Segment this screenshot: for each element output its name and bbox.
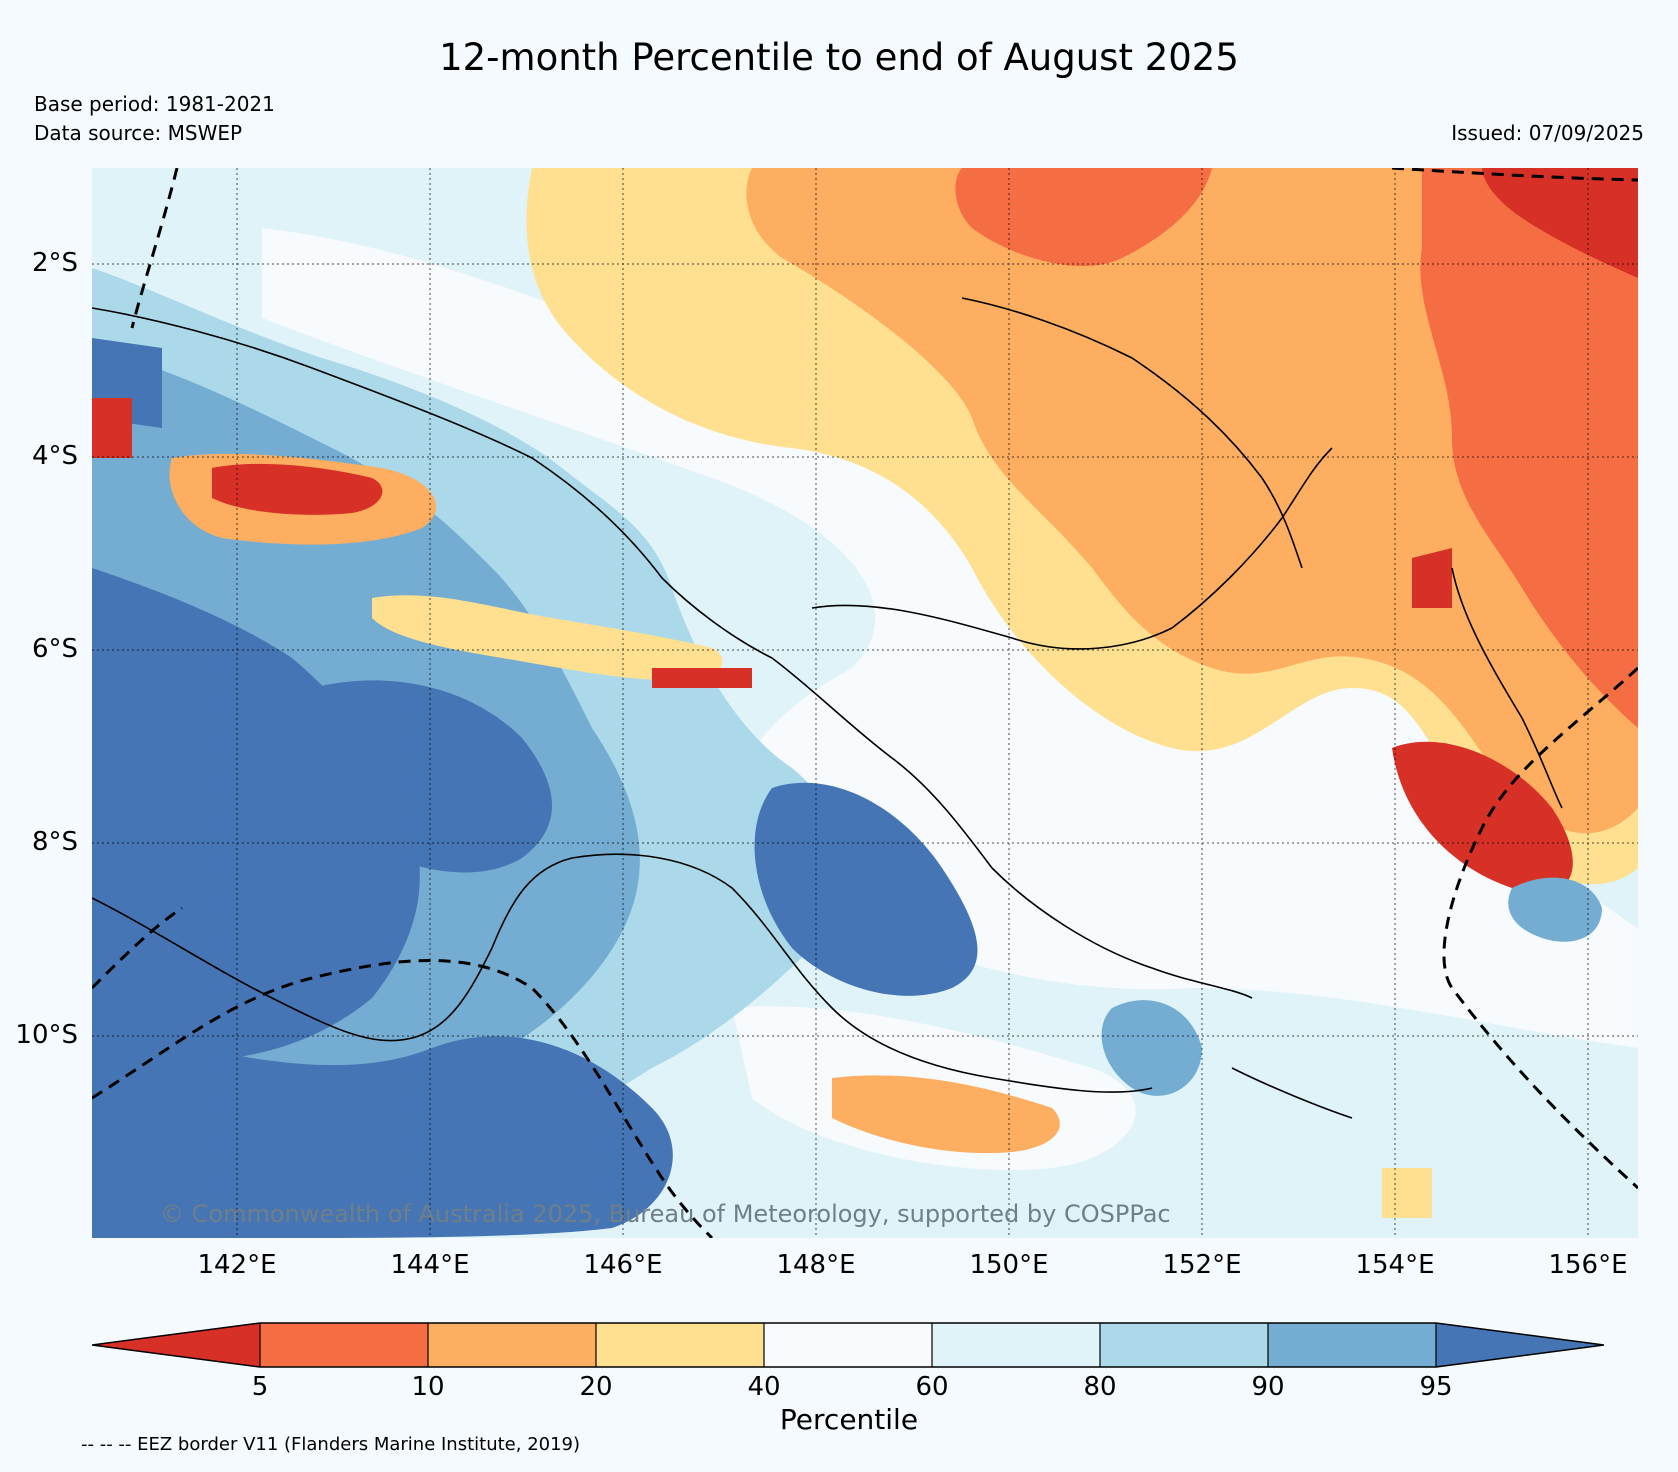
eez-border [92, 168, 1638, 1238]
cbar-segment-10-20 [428, 1323, 596, 1367]
cbar-dividers [259, 1323, 1437, 1367]
region-above-95-south [92, 1028, 673, 1238]
lat-label-6s: 6°S [31, 634, 78, 664]
cbar-segment-80-90 [1100, 1323, 1268, 1367]
lat-label-2s: 2°S [31, 248, 78, 278]
region-20-40-islands [1382, 1168, 1432, 1218]
cbar-tick-95: 95 [1419, 1372, 1453, 1402]
region-below-5-bougainville [1392, 741, 1573, 894]
region-below-5-sepik [212, 463, 383, 515]
lon-label-150e: 150°E [969, 1250, 1049, 1280]
region-90-95-east [1101, 1000, 1202, 1096]
region-below-5-spot [1412, 548, 1452, 608]
lat-label-10s: 10°S [15, 1020, 78, 1050]
lon-label-154e: 154°E [1355, 1250, 1435, 1280]
lon-label-156e: 156°E [1548, 1250, 1628, 1280]
lat-label-4s: 4°S [31, 441, 78, 471]
region-above-95-highlands [302, 680, 552, 873]
cbar-segment-gt95 [1436, 1323, 1604, 1367]
region-5-10-east [1420, 168, 1638, 728]
eez-note: -- -- -- EEZ border V11 (Flanders Marine… [81, 1434, 581, 1455]
cbar-tick-20: 20 [579, 1372, 613, 1402]
colorbar [92, 1322, 1604, 1368]
coastlines [92, 297, 1563, 1119]
cbar-tick-10: 10 [411, 1372, 445, 1402]
cbar-outline [92, 1322, 1604, 1368]
data-source-text: Data source: MSWEP [34, 121, 243, 145]
cbar-segment-lt5 [92, 1323, 260, 1367]
region-below-5-ridge [652, 668, 752, 688]
lon-label-146e: 146°E [583, 1250, 663, 1280]
lat-label-8s: 8°S [31, 827, 78, 857]
cbar-tick-80: 80 [1083, 1372, 1117, 1402]
cbar-tick-40: 40 [747, 1372, 781, 1402]
region-20-40-ridge [372, 595, 723, 681]
copyright-watermark: © Commonwealth of Australia 2025, Bureau… [160, 1200, 1171, 1228]
region-above-95-papuan [754, 782, 978, 996]
cbar-tick-60: 60 [915, 1372, 949, 1402]
region-above-95-west [92, 568, 420, 1061]
issued-date-text: Issued: 07/09/2025 [1451, 121, 1644, 145]
percentile-map [92, 168, 1638, 1238]
lon-label-148e: 148°E [776, 1250, 856, 1280]
region-10-20-north [746, 168, 1638, 834]
cbar-segment-40-60 [764, 1323, 932, 1367]
region-5-10-north [955, 168, 1212, 267]
cbar-segment-20-40 [596, 1323, 764, 1367]
region-90-95-se [1508, 877, 1602, 942]
colorbar-label: Percentile [779, 1403, 919, 1436]
region-below-5-west-edge [92, 398, 132, 458]
lon-label-152e: 152°E [1162, 1250, 1242, 1280]
cbar-tick-90: 90 [1251, 1372, 1285, 1402]
region-below-5-ne [1482, 168, 1638, 278]
cbar-tick-5: 5 [251, 1372, 269, 1402]
cbar-segment-90-95 [1268, 1323, 1436, 1367]
cbar-segment-60-80 [932, 1323, 1100, 1367]
graticule [92, 168, 1638, 1238]
lon-label-142e: 142°E [197, 1250, 277, 1280]
lon-label-144e: 144°E [390, 1250, 470, 1280]
map-title: 12-month Percentile to end of August 202… [439, 36, 1239, 79]
base-period-text: Base period: 1981-2021 [34, 92, 275, 116]
cbar-segment-5-10 [260, 1323, 428, 1367]
region-10-20-coral-sea [832, 1075, 1060, 1154]
